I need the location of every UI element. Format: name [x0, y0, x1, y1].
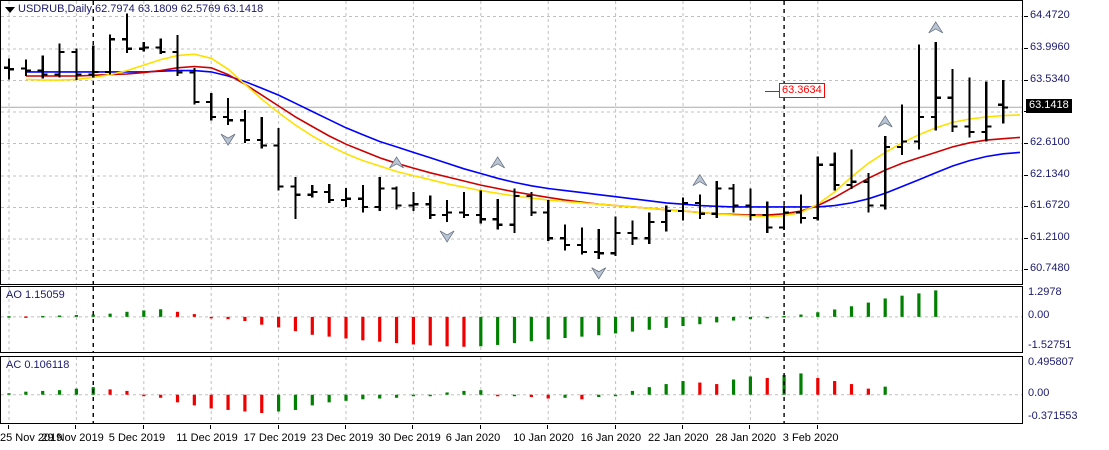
date-axis-tick	[277, 425, 279, 429]
axis-tick	[1024, 269, 1028, 271]
date-axis-label: 17 Dec 2019	[243, 432, 306, 444]
axis-tick	[1024, 48, 1028, 49]
date-axis-label: 29 Nov 2019	[41, 432, 104, 444]
date-axis-tick	[816, 425, 818, 429]
price-chart-canvas	[1, 1, 1022, 284]
axis-tick-label: -1.52751	[1028, 339, 1072, 351]
date-axis-tick	[345, 425, 346, 429]
chart-title: USDRUB,Daily 62.7974 63.1809 62.5769 63.…	[18, 3, 264, 15]
date-axis-tick	[142, 425, 144, 429]
date-axis-label: 10 Jan 2020	[513, 432, 574, 444]
level-price-box[interactable]: 63.3634	[779, 83, 825, 99]
axis-tick-label: -0.371553	[1028, 410, 1078, 422]
date-axis-tick	[749, 425, 751, 429]
price-chart-panel[interactable]	[0, 0, 1023, 285]
axis-tick-label: 62.6100	[1030, 135, 1070, 148]
axis-tick	[1024, 142, 1028, 144]
date-axis-tick	[210, 425, 212, 429]
axis-tick-label: 0.00	[1028, 308, 1050, 321]
axis-tick	[1024, 15, 1028, 17]
triangle-down-icon[interactable]	[5, 7, 15, 13]
axis-tick	[1024, 174, 1028, 176]
axis-tick-label: 63.5340	[1030, 72, 1070, 85]
awesome-oscillator-panel[interactable]	[0, 286, 1023, 353]
date-axis-tick	[547, 425, 549, 429]
date-axis-tick	[479, 425, 481, 429]
date-axis-label: 6 Jan 2020	[445, 432, 501, 444]
current-price-tag: 63.1418	[1026, 99, 1072, 114]
date-axis-label: 16 Jan 2020	[580, 432, 642, 444]
date-axis-tick	[75, 425, 77, 429]
date-axis-label: 28 Jan 2020	[715, 432, 776, 444]
date-axis-label: 23 Dec 2019	[311, 432, 374, 444]
accelerator-oscillator-canvas	[1, 357, 1022, 423]
awesome-oscillator-title: AO 1.15059	[6, 289, 65, 301]
date-axis-label: 25 Nov 2019	[0, 432, 63, 444]
axis-tick	[1024, 237, 1028, 239]
date-axis-label: 30 Dec 2019	[378, 432, 441, 444]
date-axis-label: 22 Jan 2020	[648, 432, 709, 444]
axis-tick	[1024, 79, 1028, 81]
date-axis-label: 5 Dec 2019	[108, 432, 166, 444]
axis-tick	[1024, 206, 1028, 208]
date-axis-tick	[412, 425, 414, 429]
date-axis-tick	[682, 425, 683, 429]
date-axis-tick	[8, 425, 9, 429]
axis-tick-label: 61.6720	[1030, 199, 1070, 212]
axis-tick-label: 1.2978	[1028, 286, 1062, 298]
awesome-oscillator-canvas	[1, 287, 1022, 352]
axis-tick-label: 64.4720	[1030, 8, 1070, 21]
axis-tick-label: 63.9960	[1030, 41, 1070, 53]
axis-tick-label: 60.7480	[1030, 262, 1070, 275]
date-axis-label: 3 Feb 2020	[782, 432, 839, 444]
axis-tick-label: 61.2100	[1030, 230, 1070, 243]
axis-tick-label: 62.1340	[1030, 167, 1070, 180]
accelerator-oscillator-panel[interactable]	[0, 356, 1023, 424]
axis-tick-label: 0.495807	[1028, 356, 1074, 368]
accelerator-oscillator-title: AC 0.106118	[6, 359, 70, 371]
axis-tick-label: 0.00	[1028, 386, 1050, 399]
date-axis-label: 11 Dec 2019	[176, 432, 238, 444]
date-axis-tick	[614, 425, 616, 429]
